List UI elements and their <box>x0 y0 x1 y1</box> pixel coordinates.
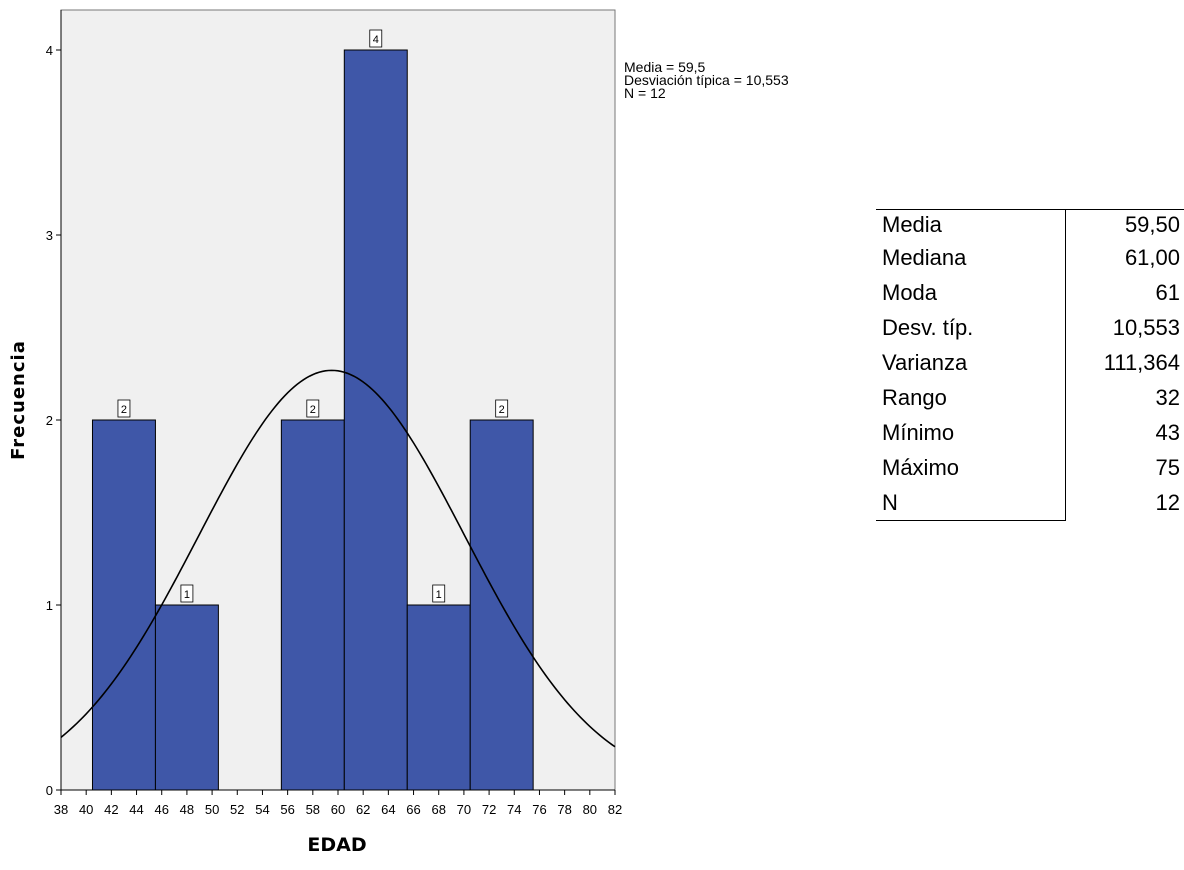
x-tick-label: 52 <box>230 802 244 817</box>
histogram-chart: 2 1 2 4 1 2 0 1 2 3 4 38 40 42 44 46 48 50 52 54 56 58 60 62 64… <box>8 9 789 856</box>
y-tick-label: 4 <box>46 43 53 58</box>
stats-row: N 12 <box>876 485 1184 521</box>
stat-label: Mínimo <box>876 415 1066 450</box>
x-tick-label: 40 <box>79 802 93 817</box>
stat-value: 111,364 <box>1103 349 1180 375</box>
y-tick-label: 1 <box>46 598 53 613</box>
stat-label: Desv. típ. <box>876 310 1066 345</box>
y-tick-label: 3 <box>46 228 53 243</box>
histogram-bar <box>406 604 471 791</box>
bar-value-label: 4 <box>373 34 379 46</box>
stat-label: Media <box>876 209 1066 240</box>
x-tick-label: 58 <box>306 802 320 817</box>
y-tick-label: 0 <box>46 783 53 798</box>
stat-value: 10,553 <box>1112 314 1180 340</box>
stat-value: 12 <box>1155 489 1180 515</box>
stats-row: Desv. típ. 10,553 <box>876 310 1184 345</box>
x-tick-label: 76 <box>532 802 546 817</box>
normal-curve <box>60 369 616 748</box>
x-tick-label: 54 <box>255 802 269 817</box>
stat-label: Moda <box>876 275 1066 310</box>
x-tick-label: 46 <box>154 802 168 817</box>
x-tick-label: 82 <box>608 802 622 817</box>
stats-row: Varianza 111,364 <box>876 345 1184 380</box>
bar-value-label: 1 <box>184 589 190 601</box>
bar-label-box <box>495 399 509 418</box>
stat-value: 32 <box>1155 384 1180 410</box>
histogram-bar <box>280 419 345 791</box>
stats-row: Rango 32 <box>876 380 1184 415</box>
x-tick-label: 72 <box>482 802 496 817</box>
bar-label-box <box>369 29 383 48</box>
statistics-table: Media 59,50 Mediana 61,00 Moda 61 Desv. típ. 10… <box>876 209 1184 521</box>
histogram-bar <box>154 604 219 791</box>
stat-value: 61,00 <box>1124 244 1180 270</box>
stat-label: Mediana <box>876 240 1066 275</box>
x-tick-label: 48 <box>180 802 194 817</box>
legend-entry: N = 12 <box>624 85 666 101</box>
stats-row: Máximo 75 <box>876 450 1184 485</box>
x-tick-label: 38 <box>54 802 68 817</box>
bar-value-label: 1 <box>436 589 442 601</box>
x-tick-label: 68 <box>431 802 445 817</box>
stats-row: Mínimo 43 <box>876 415 1184 450</box>
x-tick-label: 62 <box>356 802 370 817</box>
x-tick-label: 74 <box>507 802 521 817</box>
bar-label-box <box>306 399 320 418</box>
x-tick-label: 80 <box>583 802 597 817</box>
bar-label-box <box>180 584 194 603</box>
x-tick-label: 44 <box>129 802 143 817</box>
x-tick-label: 50 <box>205 802 219 817</box>
bar-label-box <box>432 584 446 603</box>
x-tick-label: 66 <box>406 802 420 817</box>
stat-label: Rango <box>876 380 1066 415</box>
x-tick-label: 42 <box>104 802 118 817</box>
x-tick-label: 60 <box>331 802 345 817</box>
bar-value-label: 2 <box>310 404 316 416</box>
x-tick-label: 56 <box>280 802 294 817</box>
y-tick-label: 2 <box>46 413 53 428</box>
stat-value: 43 <box>1155 419 1180 445</box>
x-axis-label: EDAD <box>307 834 366 856</box>
x-tick-label: 78 <box>557 802 571 817</box>
legend-entry: Desviación típica = 10,553 <box>624 72 789 88</box>
stat-value: 61 <box>1155 279 1180 305</box>
bar-label-box <box>117 399 131 418</box>
y-axis-label: Frecuencia <box>8 340 29 460</box>
stat-label: N <box>876 485 1066 521</box>
bar-value-label: 2 <box>121 404 127 416</box>
x-tick-label: 64 <box>381 802 395 817</box>
histogram-bar <box>91 419 156 791</box>
stat-value: 59,50 <box>1065 209 1184 240</box>
stat-value: 75 <box>1155 454 1180 480</box>
stats-row: Moda 61 <box>876 275 1184 310</box>
legend-entry: Media = 59,5 <box>624 59 706 75</box>
stat-label: Máximo <box>876 450 1066 485</box>
stats-row: Media 59,50 <box>876 209 1184 240</box>
x-tick-label: 70 <box>457 802 471 817</box>
bar-value-label: 2 <box>499 404 505 416</box>
stats-row: Mediana 61,00 <box>876 240 1184 275</box>
stat-label: Varianza <box>876 345 1066 380</box>
